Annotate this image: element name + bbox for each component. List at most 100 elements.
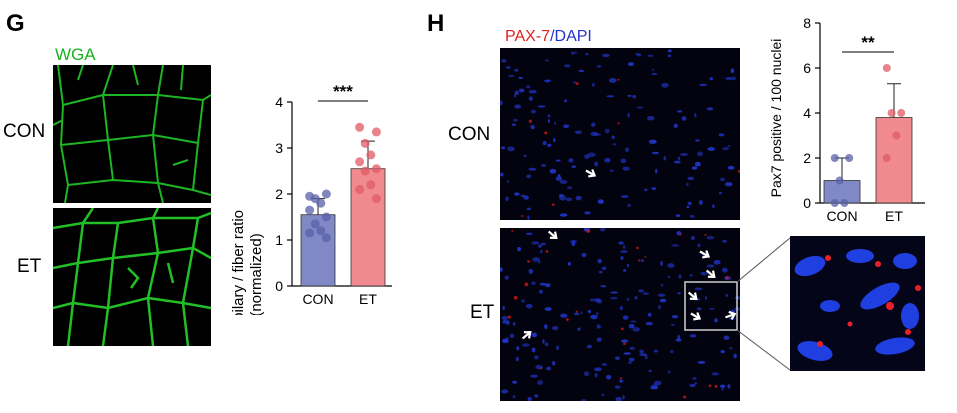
arrow-shape bbox=[690, 312, 702, 321]
nucleus bbox=[555, 159, 561, 162]
data-point bbox=[305, 228, 315, 238]
nucleus bbox=[698, 200, 703, 205]
x-tick-label-con: CON bbox=[826, 208, 857, 224]
stain-label-h: PAX-7/DAPI bbox=[505, 28, 592, 46]
y-tick-label: 0 bbox=[275, 278, 283, 294]
zoom-line-bottom bbox=[736, 329, 791, 371]
nucleus bbox=[518, 88, 525, 93]
nucleus bbox=[727, 144, 731, 148]
nucleus bbox=[723, 335, 730, 340]
nucleus bbox=[651, 384, 658, 388]
nucleus bbox=[670, 350, 674, 354]
micrograph-h-et bbox=[500, 228, 740, 401]
nucleus bbox=[553, 138, 556, 143]
row-label-et-h: ET bbox=[470, 302, 495, 323]
nucleus bbox=[614, 385, 621, 389]
data-point bbox=[316, 226, 326, 236]
nucleus bbox=[542, 339, 545, 344]
chart-h: Pax7 positive / 100 nuclei 0 2 4 6 8 CON ET ** bbox=[768, 15, 925, 224]
nucleus bbox=[694, 161, 701, 167]
nucleus bbox=[626, 263, 630, 268]
pax7-signal bbox=[586, 229, 591, 233]
nucleus bbox=[729, 347, 733, 350]
nucleus bbox=[512, 395, 516, 399]
nucleus bbox=[671, 244, 679, 247]
data-point bbox=[882, 154, 891, 162]
nucleus bbox=[575, 195, 582, 201]
nucleus bbox=[571, 241, 576, 246]
nucleus bbox=[691, 236, 695, 240]
y-tick-label: 3 bbox=[275, 140, 283, 156]
nucleus bbox=[507, 74, 515, 78]
data-point bbox=[321, 212, 331, 222]
nucleus bbox=[531, 332, 537, 338]
nucleus bbox=[632, 95, 637, 99]
chart-g-ylabel-line-2: (normalized) bbox=[248, 233, 265, 315]
nucleus bbox=[505, 337, 509, 340]
pax7-signal bbox=[708, 384, 712, 388]
stain-label-pax7: PAX-7 bbox=[505, 28, 551, 45]
nucleus bbox=[629, 346, 636, 350]
nucleus bbox=[571, 165, 577, 168]
nucleus bbox=[630, 320, 637, 323]
chart-h-ylabel: Pax7 positive / 100 nuclei bbox=[768, 39, 784, 198]
nucleus bbox=[689, 215, 695, 218]
pax7-signal bbox=[511, 229, 514, 232]
pax7-signal bbox=[513, 295, 518, 300]
data-point bbox=[360, 166, 370, 176]
data-point bbox=[371, 164, 381, 174]
nucleus bbox=[596, 64, 602, 68]
data-point bbox=[830, 199, 839, 207]
data-point bbox=[840, 199, 849, 207]
nucleus bbox=[610, 291, 618, 294]
zoom-inset bbox=[790, 236, 925, 371]
significance-label: ** bbox=[861, 33, 875, 52]
nucleus bbox=[667, 275, 671, 279]
nucleus bbox=[590, 131, 599, 137]
nucleus bbox=[560, 313, 568, 318]
pax7-signal bbox=[679, 233, 682, 236]
nucleus bbox=[624, 147, 630, 153]
nucleus bbox=[661, 82, 669, 88]
nucleus bbox=[544, 324, 548, 330]
nucleus bbox=[609, 169, 614, 173]
nucleus bbox=[620, 339, 629, 343]
nucleus bbox=[615, 396, 622, 401]
nucleus bbox=[514, 104, 522, 109]
nucleus bbox=[713, 259, 721, 265]
nucleus bbox=[612, 143, 617, 146]
nucleus bbox=[537, 260, 541, 264]
nucleus bbox=[645, 322, 653, 326]
pax7-signal bbox=[623, 342, 626, 346]
data-point bbox=[897, 109, 906, 117]
stain-label-dapi: DAPI bbox=[554, 28, 592, 45]
nucleus bbox=[531, 347, 536, 353]
nucleus bbox=[597, 258, 602, 264]
arrow-icon bbox=[547, 230, 558, 240]
nucleus bbox=[725, 77, 733, 80]
nucleus bbox=[585, 53, 589, 56]
nucleus bbox=[627, 361, 632, 364]
data-point bbox=[316, 198, 326, 208]
nucleus bbox=[706, 107, 714, 111]
nucleus bbox=[673, 123, 678, 129]
nucleus bbox=[661, 283, 664, 287]
stain-label-wga: WGA bbox=[55, 45, 96, 64]
nucleus bbox=[539, 282, 547, 286]
nucleus bbox=[512, 380, 518, 384]
nucleus bbox=[521, 343, 530, 347]
nucleus bbox=[689, 383, 696, 388]
data-point bbox=[355, 122, 365, 132]
nucleus bbox=[648, 139, 657, 144]
nucleus bbox=[591, 122, 596, 127]
bar-con bbox=[823, 180, 861, 204]
nucleus bbox=[513, 94, 517, 98]
data-point bbox=[830, 154, 839, 162]
nucleus bbox=[686, 205, 690, 209]
nucleus bbox=[627, 203, 631, 207]
nucleus bbox=[673, 160, 681, 164]
nucleus bbox=[527, 215, 530, 220]
nucleus bbox=[520, 194, 526, 198]
nucleus bbox=[528, 96, 533, 101]
nucleus bbox=[525, 232, 533, 236]
